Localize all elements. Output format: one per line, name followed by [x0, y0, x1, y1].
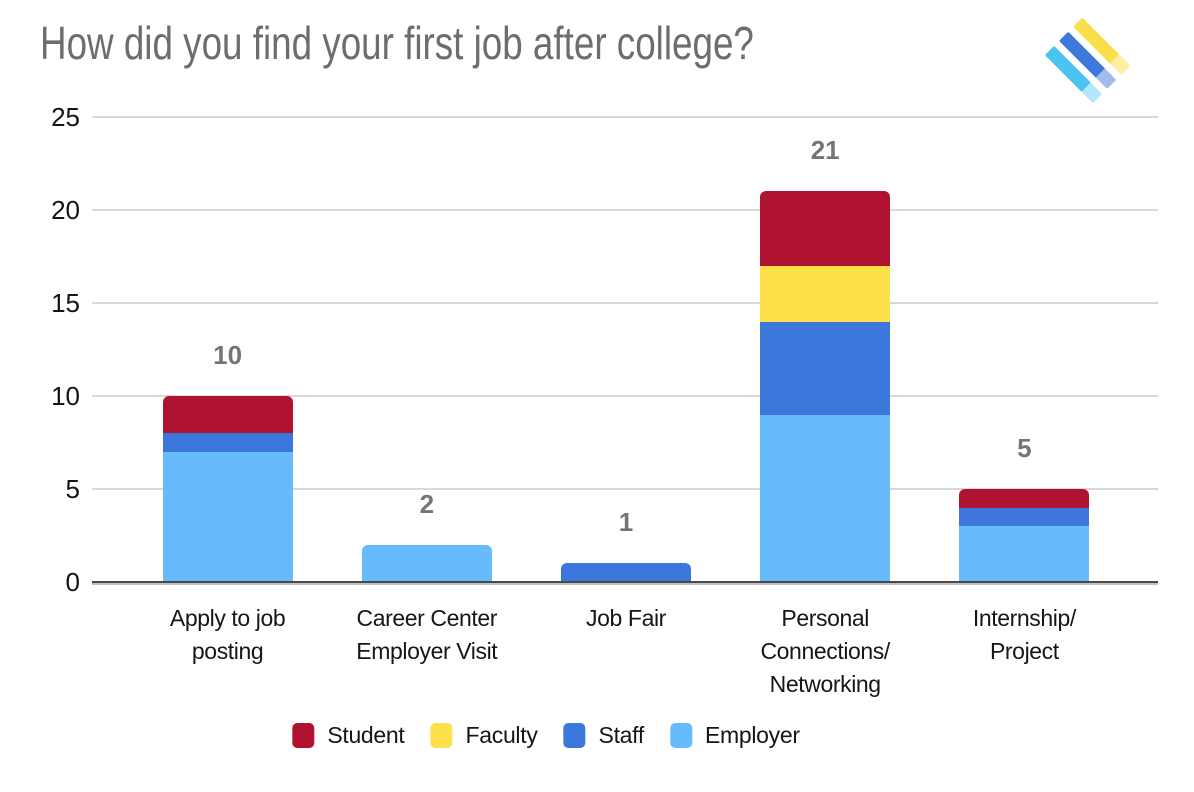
chart-title: How did you find your first job after co…: [40, 17, 754, 69]
y-axis-tick-5: 5: [65, 474, 80, 504]
bar-segment-student-1: [162, 396, 293, 434]
y-axis-tick-20: 20: [51, 195, 80, 225]
legend-swatch-employer: [669, 722, 692, 748]
bar-segment-staff-3: [561, 563, 691, 582]
y-axis-tick-10: 10: [51, 381, 80, 411]
x-axis-label-5: Internship/ Project: [972, 605, 1076, 664]
legend-item-staff: Staff: [563, 721, 645, 749]
legend-label-staff: Staff: [598, 722, 645, 748]
bar-total-label-1: 10: [213, 340, 243, 370]
bar-total-label-5: 5: [1017, 433, 1032, 463]
legend-label-faculty: Faculty: [465, 722, 538, 748]
legend-label-employer: Employer: [704, 722, 800, 748]
gridline-y-20: [92, 209, 1158, 211]
legend-item-faculty: Faculty: [430, 721, 538, 749]
bar-segment-employer-5: [959, 526, 1090, 582]
gridline-y-10: [92, 395, 1158, 397]
bar-segment-staff-5: [959, 507, 1090, 527]
bar-segment-student-5: [959, 489, 1090, 508]
bar-segment-student-4: [760, 191, 891, 266]
bar-total-label-4: 21: [810, 135, 840, 166]
legend-swatch-faculty: [430, 722, 453, 748]
legend-item-student: Student: [292, 721, 405, 749]
x-axis-line-shadow: [92, 583, 1158, 585]
legend-item-employer: Employer: [669, 721, 800, 749]
x-axis-label-4: Personal Connections/ Networking: [760, 605, 890, 697]
bar-segment-employer-2: [361, 544, 492, 582]
bar-segment-staff-1: [162, 433, 293, 452]
x-axis-line: [92, 581, 1158, 583]
chart-legend: Student Faculty Staff Employer: [292, 720, 800, 750]
legend-swatch-staff: [563, 722, 586, 748]
y-axis-tick-0: 0: [65, 567, 80, 597]
x-axis-label-2: Career Center Employer Visit: [356, 605, 498, 664]
bar-segment-staff-4: [760, 321, 891, 415]
x-axis-label-1: Apply to job posting: [169, 605, 286, 664]
gridline-y-15: [92, 302, 1158, 304]
y-axis-tick-15: 15: [51, 288, 80, 318]
x-axis-label-3: Job Fair: [586, 605, 666, 631]
bar-total-label-2: 2: [419, 488, 435, 519]
gridline-y-5: [92, 488, 1158, 490]
legend-swatch-student: [292, 722, 315, 748]
bar-segment-faculty-4: [760, 265, 891, 322]
bar-total-label-3: 1: [618, 507, 634, 538]
bar-segment-employer-4: [760, 414, 891, 582]
gridline-y-25: [92, 116, 1158, 118]
legend-label-student: Student: [327, 722, 405, 748]
y-axis-tick-25: 25: [51, 102, 80, 132]
bar-segment-employer-1: [162, 451, 293, 582]
